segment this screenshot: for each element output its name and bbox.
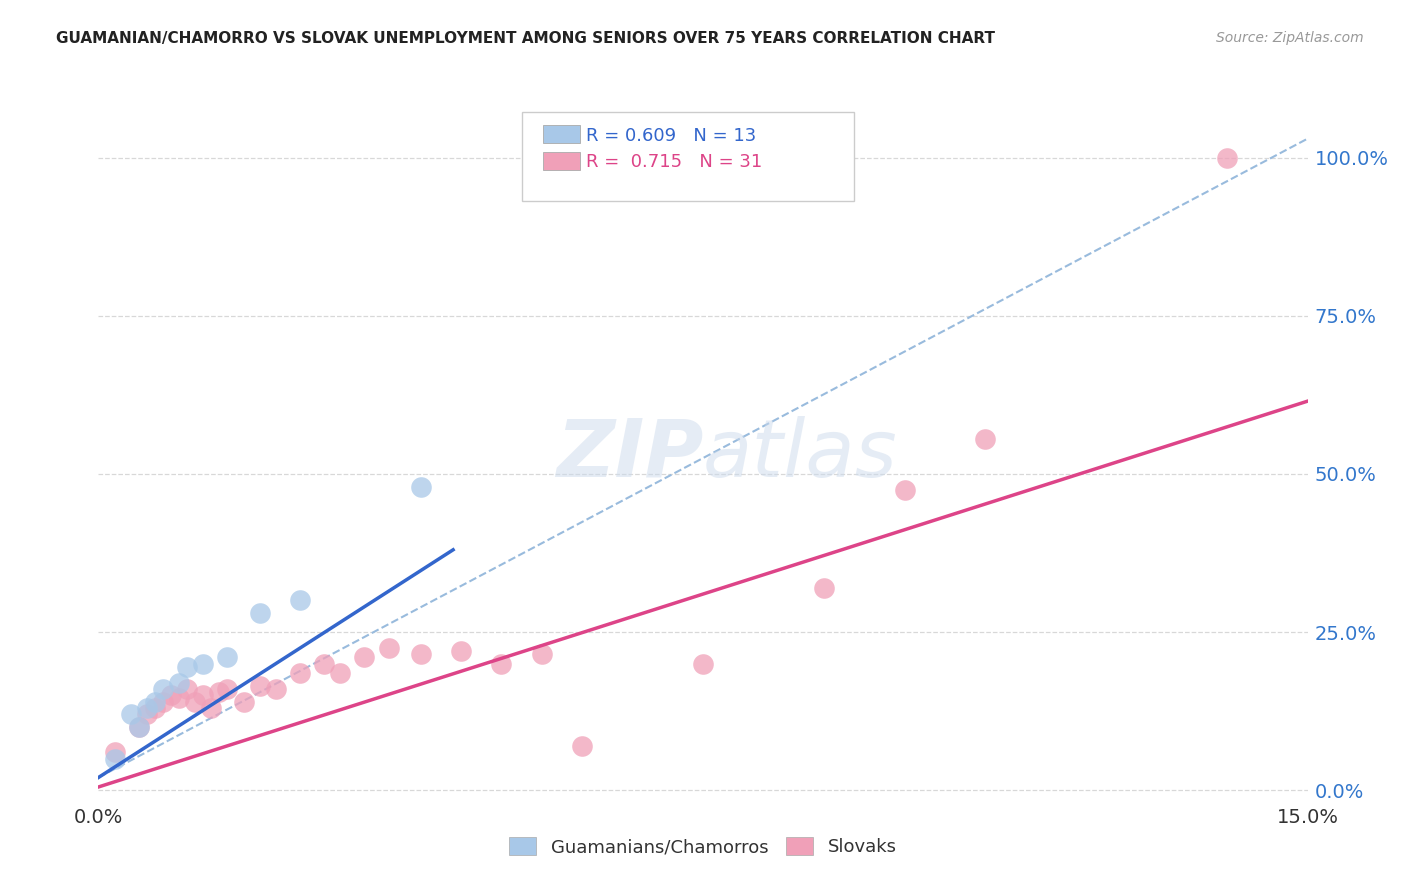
Legend: Guamanians/Chamorros, Slovaks: Guamanians/Chamorros, Slovaks	[502, 830, 904, 863]
Point	[288, 666, 311, 681]
Point	[692, 657, 714, 671]
Point	[974, 432, 997, 446]
Point	[143, 695, 166, 709]
Point	[152, 681, 174, 696]
Point	[217, 650, 239, 665]
Point	[288, 593, 311, 607]
Point	[314, 657, 336, 671]
Point	[120, 707, 142, 722]
Point	[160, 688, 183, 702]
Point	[249, 606, 271, 620]
Point	[176, 681, 198, 696]
Point	[184, 695, 207, 709]
Point	[329, 666, 352, 681]
Point	[450, 644, 472, 658]
Point	[409, 647, 432, 661]
Point	[193, 657, 215, 671]
Point	[377, 640, 399, 655]
Point	[1216, 151, 1239, 165]
Point	[409, 479, 432, 493]
FancyBboxPatch shape	[522, 112, 855, 201]
Point	[571, 739, 593, 753]
Text: atlas: atlas	[703, 416, 898, 494]
Point	[167, 691, 190, 706]
Text: R =  0.715   N = 31: R = 0.715 N = 31	[586, 153, 762, 171]
Point	[128, 720, 150, 734]
Point	[135, 707, 157, 722]
Point	[152, 695, 174, 709]
Point	[103, 745, 125, 759]
Point	[249, 679, 271, 693]
Point	[813, 581, 835, 595]
FancyBboxPatch shape	[543, 125, 579, 144]
Point	[208, 685, 231, 699]
Point	[103, 751, 125, 765]
Text: Source: ZipAtlas.com: Source: ZipAtlas.com	[1216, 31, 1364, 45]
Point	[264, 681, 287, 696]
Point	[491, 657, 513, 671]
Text: GUAMANIAN/CHAMORRO VS SLOVAK UNEMPLOYMENT AMONG SENIORS OVER 75 YEARS CORRELATIO: GUAMANIAN/CHAMORRO VS SLOVAK UNEMPLOYMEN…	[56, 31, 995, 46]
Text: ZIP: ZIP	[555, 416, 703, 494]
Point	[217, 681, 239, 696]
Point	[128, 720, 150, 734]
Point	[530, 647, 553, 661]
Point	[193, 688, 215, 702]
Point	[167, 675, 190, 690]
Point	[353, 650, 375, 665]
Point	[232, 695, 254, 709]
FancyBboxPatch shape	[543, 152, 579, 169]
Point	[135, 701, 157, 715]
Text: R = 0.609   N = 13: R = 0.609 N = 13	[586, 127, 756, 145]
Point	[143, 701, 166, 715]
Point	[176, 660, 198, 674]
Point	[200, 701, 222, 715]
Point	[893, 483, 915, 497]
